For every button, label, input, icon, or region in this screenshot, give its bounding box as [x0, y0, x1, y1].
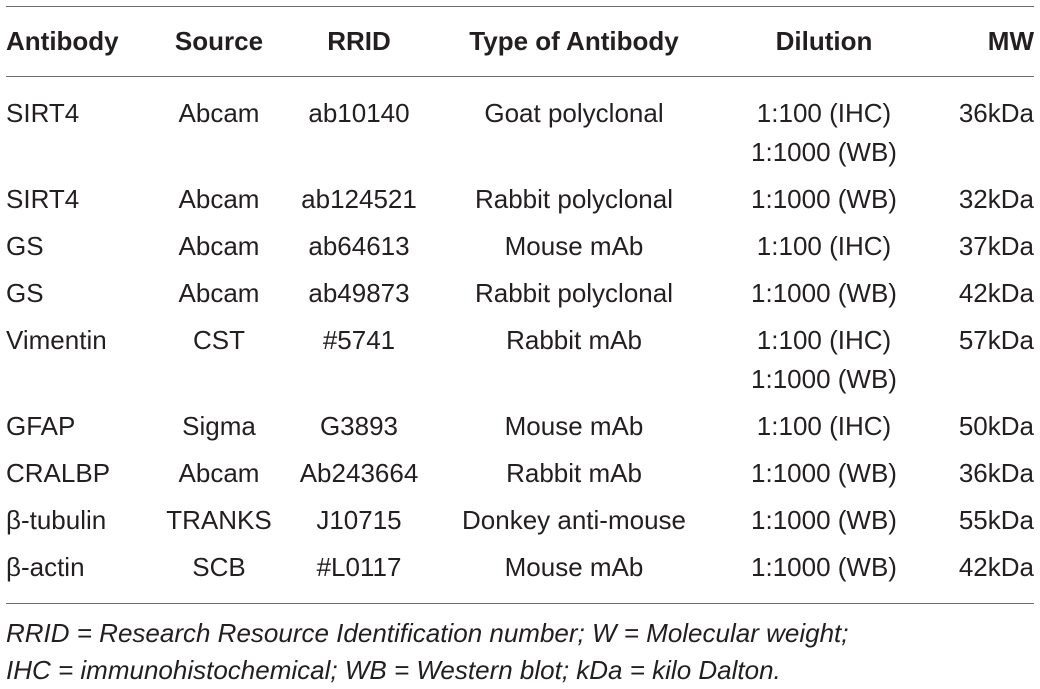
cell-mw: 37kDa: [958, 231, 1034, 261]
cell-type: Donkey anti-mouse: [462, 505, 686, 535]
cell-dilution: 1:100 (IHC): [756, 231, 892, 261]
cell-type: Mouse mAb: [504, 231, 644, 261]
cell-dilution: 1:100 (IHC): [756, 411, 892, 441]
cell-type: Rabbit polyclonal: [474, 184, 673, 214]
header-rule: [6, 76, 1034, 77]
cell-antibody: Vimentin: [6, 325, 107, 355]
header-type: Type of Antibody: [469, 26, 679, 56]
cell-source: Abcam: [178, 278, 260, 308]
cell-type: Mouse mAb: [504, 411, 644, 441]
cell-mw: 57kDa: [958, 325, 1034, 355]
cell-source: CST: [193, 325, 245, 355]
dilution-line: 1:1000 (WB): [751, 364, 897, 394]
cell-rrid: ab64613: [308, 231, 410, 261]
cell-type: Rabbit mAb: [506, 325, 642, 355]
antibody-table: Antibody Source RRID Type of Antibody Di…: [6, 7, 1040, 76]
cell-dilution: 1:1000 (WB): [751, 505, 897, 535]
cell-dilution: 1:1000 (WB): [751, 458, 897, 488]
cell-rrid: #5741: [322, 325, 396, 355]
cell-source: Abcam: [178, 98, 260, 128]
cell-antibody: SIRT4: [6, 184, 80, 214]
cell-antibody: GS: [6, 231, 44, 261]
cell-mw: 50kDa: [958, 411, 1034, 441]
cell-dilution: 1:1000 (WB): [751, 278, 897, 308]
header-rrid: RRID: [327, 26, 391, 56]
cell-dilution: 1:100 (IHC) 1:1000 (WB): [714, 321, 934, 407]
cell-mw: 42kDa: [958, 278, 1034, 308]
header-row: Antibody Source RRID Type of Antibody Di…: [6, 7, 1040, 76]
cell-mw: 55kDa: [958, 505, 1034, 535]
dilution-line: 1:100 (IHC): [756, 325, 892, 355]
cell-mw: 36kDa: [958, 458, 1034, 488]
cell-mw: 42kDa: [958, 552, 1034, 582]
dilution-line: 1:100 (IHC): [756, 98, 892, 128]
antibody-table-body: SIRT4 Abcam ab10140 Goat polyclonal 1:10…: [6, 77, 1034, 603]
cell-rrid: #L0117: [316, 552, 402, 582]
header-dilution: Dilution: [775, 26, 873, 56]
cell-source: Abcam: [178, 458, 260, 488]
cell-mw: 32kDa: [958, 184, 1034, 214]
cell-dilution: 1:100 (IHC) 1:1000 (WB): [714, 77, 934, 180]
cell-antibody: β-actin: [6, 552, 85, 582]
header-mw: MW: [987, 26, 1034, 56]
header-source: Source: [174, 26, 264, 56]
table-row: GS Abcam ab64613 Mouse mAb 1:100 (IHC) 3…: [6, 227, 1034, 274]
cell-antibody: GFAP: [6, 411, 76, 441]
antibody-table-container: Antibody Source RRID Type of Antibody Di…: [6, 6, 1034, 604]
cell-mw: 36kDa: [958, 98, 1034, 128]
top-rule: [6, 6, 1034, 7]
cell-rrid: Ab243664: [299, 458, 419, 488]
cell-source: TRANKS: [166, 505, 272, 535]
cell-rrid: J10715: [316, 505, 402, 535]
cell-rrid: ab124521: [301, 184, 417, 214]
footnote-line: IHC = immunohistochemical; WB = Western …: [6, 655, 781, 685]
dilution-line: 1:1000 (WB): [751, 137, 897, 167]
cell-antibody: CRALBP: [6, 458, 111, 488]
cell-source: Abcam: [178, 184, 260, 214]
table-row: GFAP Sigma G3893 Mouse mAb 1:100 (IHC) 5…: [6, 407, 1034, 454]
cell-rrid: ab10140: [308, 98, 410, 128]
cell-type: Mouse mAb: [504, 552, 644, 582]
cell-source: SCB: [192, 552, 246, 582]
cell-source: Sigma: [182, 411, 256, 441]
cell-antibody: GS: [6, 278, 44, 308]
cell-antibody: SIRT4: [6, 98, 80, 128]
table-row: β-actin SCB #L0117 Mouse mAb 1:1000 (WB)…: [6, 548, 1034, 603]
table-footnote: RRID = Research Resource Identification …: [6, 615, 1034, 689]
table-row: CRALBP Abcam Ab243664 Rabbit mAb 1:1000 …: [6, 454, 1034, 501]
cell-type: Rabbit polyclonal: [474, 278, 673, 308]
cell-antibody: β-tubulin: [6, 505, 107, 535]
table-row: SIRT4 Abcam ab124521 Rabbit polyclonal 1…: [6, 180, 1034, 227]
bottom-rule: [6, 603, 1034, 604]
cell-type: Rabbit mAb: [506, 458, 642, 488]
table-row: GS Abcam ab49873 Rabbit polyclonal 1:100…: [6, 274, 1034, 321]
cell-rrid: G3893: [319, 411, 399, 441]
cell-dilution: 1:1000 (WB): [751, 552, 897, 582]
cell-dilution: 1:1000 (WB): [751, 184, 897, 214]
table-row: SIRT4 Abcam ab10140 Goat polyclonal 1:10…: [6, 77, 1034, 180]
footnote-line: RRID = Research Resource Identification …: [6, 618, 849, 648]
cell-source: Abcam: [178, 231, 260, 261]
cell-rrid: ab49873: [308, 278, 410, 308]
table-row: β-tubulin TRANKS J10715 Donkey anti-mous…: [6, 501, 1034, 548]
header-antibody: Antibody: [6, 26, 119, 56]
table-row: Vimentin CST #5741 Rabbit mAb 1:100 (IHC…: [6, 321, 1034, 407]
cell-type: Goat polyclonal: [484, 98, 664, 128]
